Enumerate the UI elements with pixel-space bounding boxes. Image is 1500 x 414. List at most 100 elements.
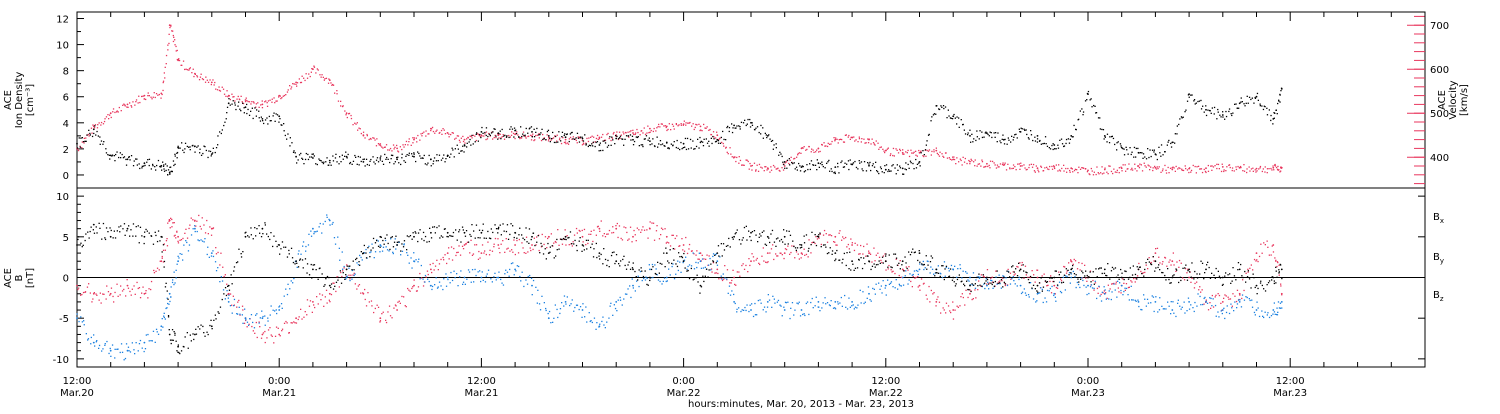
- by-point: [945, 276, 946, 277]
- by-point: [1280, 303, 1281, 304]
- by-point: [1143, 294, 1144, 295]
- bz-point: [767, 261, 768, 262]
- by-point: [475, 275, 476, 276]
- ion-density-point: [811, 160, 812, 161]
- bx-point: [954, 281, 955, 282]
- ion-density-point: [340, 161, 341, 162]
- by-point: [110, 356, 111, 357]
- bz-data-point: [363, 293, 365, 295]
- by-point: [96, 340, 97, 341]
- ion-density-point: [175, 155, 176, 156]
- bz-point: [1019, 262, 1020, 263]
- ion-density-point: [956, 116, 957, 117]
- by-point: [895, 287, 896, 288]
- bx-point: [438, 225, 439, 226]
- bz-point: [928, 286, 929, 287]
- by-point: [881, 285, 882, 286]
- bx-point: [408, 236, 409, 237]
- bx-point: [634, 271, 635, 272]
- bx-point: [479, 230, 480, 231]
- ion-density-point: [260, 120, 261, 121]
- ion-density-data-point: [531, 131, 533, 133]
- velocity-data-point: [1272, 167, 1274, 169]
- ion-density-point: [99, 136, 100, 137]
- bz-point: [106, 298, 107, 299]
- by-point: [176, 277, 177, 278]
- bx-point: [185, 336, 186, 337]
- ion-density-point: [335, 154, 336, 155]
- ion-density-point: [917, 164, 918, 165]
- bx-point: [648, 285, 649, 286]
- bz-point: [709, 255, 710, 256]
- ion-density-point: [458, 149, 459, 150]
- bz-point: [935, 305, 936, 306]
- velocity-point: [656, 127, 657, 128]
- ion-density-point: [208, 150, 209, 151]
- velocity-point: [1080, 169, 1081, 170]
- bz-point: [975, 297, 976, 298]
- bx-point: [1039, 282, 1040, 283]
- by-point: [421, 265, 422, 266]
- bz-data-point: [127, 285, 129, 287]
- velocity-point: [193, 76, 194, 77]
- bx-point: [859, 259, 860, 260]
- bz-point: [609, 230, 610, 231]
- ion-density-data-point: [413, 156, 415, 158]
- bx-point: [842, 262, 843, 263]
- ion-density-point: [259, 117, 260, 118]
- bx-point: [863, 257, 864, 258]
- by-point: [332, 224, 333, 225]
- bx-point: [475, 238, 476, 239]
- by-point: [520, 280, 521, 281]
- bx-point: [266, 233, 267, 234]
- bx-point: [678, 252, 679, 253]
- by-data-point: [144, 342, 146, 344]
- ion-density-point: [165, 163, 166, 164]
- ion-density-point: [1096, 112, 1097, 113]
- ion-density-point: [956, 123, 957, 124]
- bx-point: [373, 238, 374, 239]
- by-point: [1159, 309, 1160, 310]
- bz-point: [1143, 272, 1144, 273]
- bz-point: [432, 263, 433, 264]
- velocity-point: [943, 157, 944, 158]
- by-point: [930, 272, 931, 273]
- ion-density-point: [1167, 145, 1168, 146]
- velocity-point: [567, 142, 568, 143]
- velocity-point: [1104, 168, 1105, 169]
- velocity-point: [190, 67, 191, 68]
- bz-point: [1146, 265, 1147, 266]
- bx-point: [556, 239, 557, 240]
- velocity-point: [711, 134, 712, 135]
- bx-point: [968, 289, 969, 290]
- bz-point: [1260, 244, 1261, 245]
- ion-density-point: [552, 132, 553, 133]
- by-point: [1095, 281, 1096, 282]
- by-point: [875, 294, 876, 295]
- velocity-point: [964, 162, 965, 163]
- bz-point: [489, 254, 490, 255]
- bx-point: [171, 343, 172, 344]
- ion-density-point: [615, 135, 616, 136]
- ion-density-point: [303, 163, 304, 164]
- bz-point: [81, 294, 82, 295]
- velocity-point: [218, 86, 219, 87]
- bz-point: [198, 215, 199, 216]
- ion-density-point: [1238, 108, 1239, 109]
- by-point: [975, 279, 976, 280]
- ion-density-point: [162, 162, 163, 163]
- velocity-point: [689, 122, 690, 123]
- bz-point: [796, 251, 797, 252]
- by-data-point: [952, 269, 954, 271]
- ion-density-point: [1107, 134, 1108, 135]
- bx-point: [804, 236, 805, 237]
- bz-point: [1157, 248, 1158, 249]
- bz-point: [731, 280, 732, 281]
- ion-density-point: [291, 142, 292, 143]
- ion-density-point: [352, 164, 353, 165]
- by-point: [251, 314, 252, 315]
- velocity-point: [407, 144, 408, 145]
- ion-density-data-point: [834, 166, 836, 168]
- by-point: [355, 274, 356, 275]
- bx-point: [509, 234, 510, 235]
